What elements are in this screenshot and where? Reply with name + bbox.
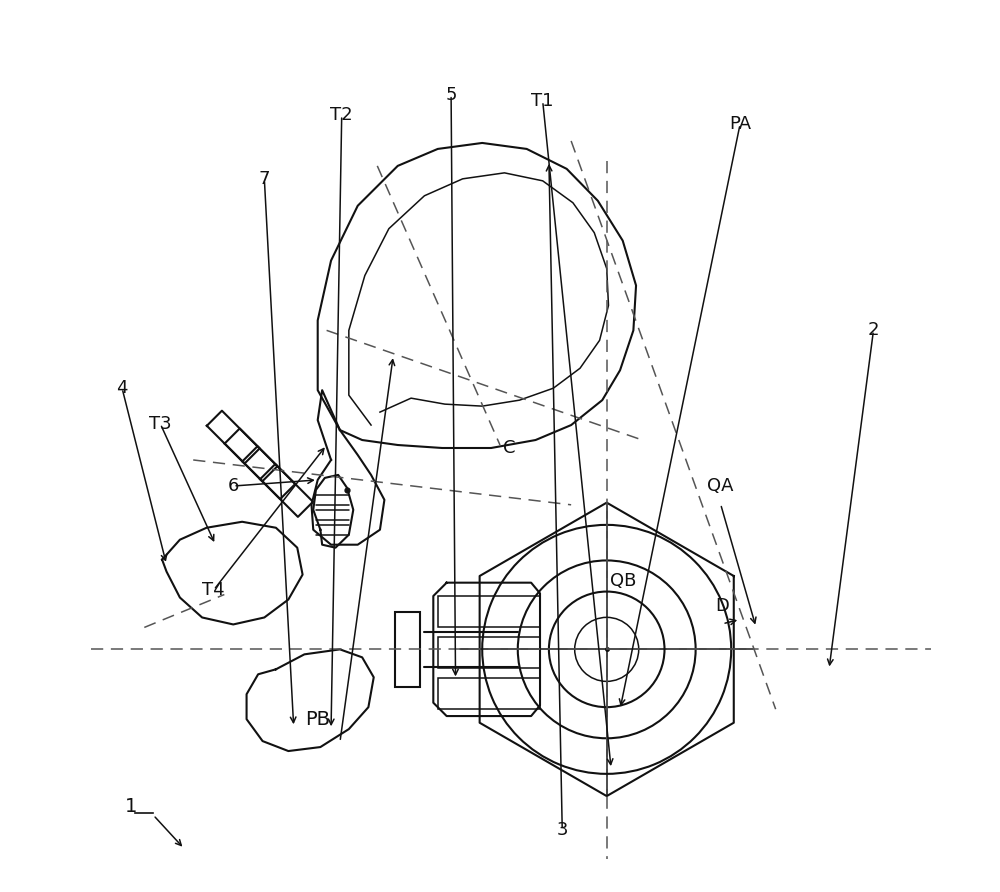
Text: PA: PA — [729, 115, 751, 133]
Bar — [438, 596, 540, 627]
Text: 4: 4 — [116, 379, 128, 397]
Text: C: C — [503, 439, 515, 457]
Text: D: D — [715, 597, 729, 615]
Text: T2: T2 — [330, 106, 353, 124]
Text: 6: 6 — [228, 477, 239, 495]
Text: 2: 2 — [868, 321, 879, 339]
Bar — [438, 637, 540, 668]
Text: 7: 7 — [259, 170, 270, 188]
Text: T4: T4 — [202, 581, 225, 599]
Text: QB: QB — [610, 572, 636, 591]
Bar — [395, 612, 420, 687]
Text: QA: QA — [707, 477, 734, 495]
Text: T1: T1 — [531, 92, 554, 110]
Text: T3: T3 — [149, 415, 172, 433]
Text: 5: 5 — [445, 86, 457, 103]
Text: PB: PB — [305, 710, 330, 730]
Bar — [438, 678, 540, 709]
Text: 3: 3 — [556, 822, 568, 839]
Text: 1: 1 — [125, 797, 137, 815]
